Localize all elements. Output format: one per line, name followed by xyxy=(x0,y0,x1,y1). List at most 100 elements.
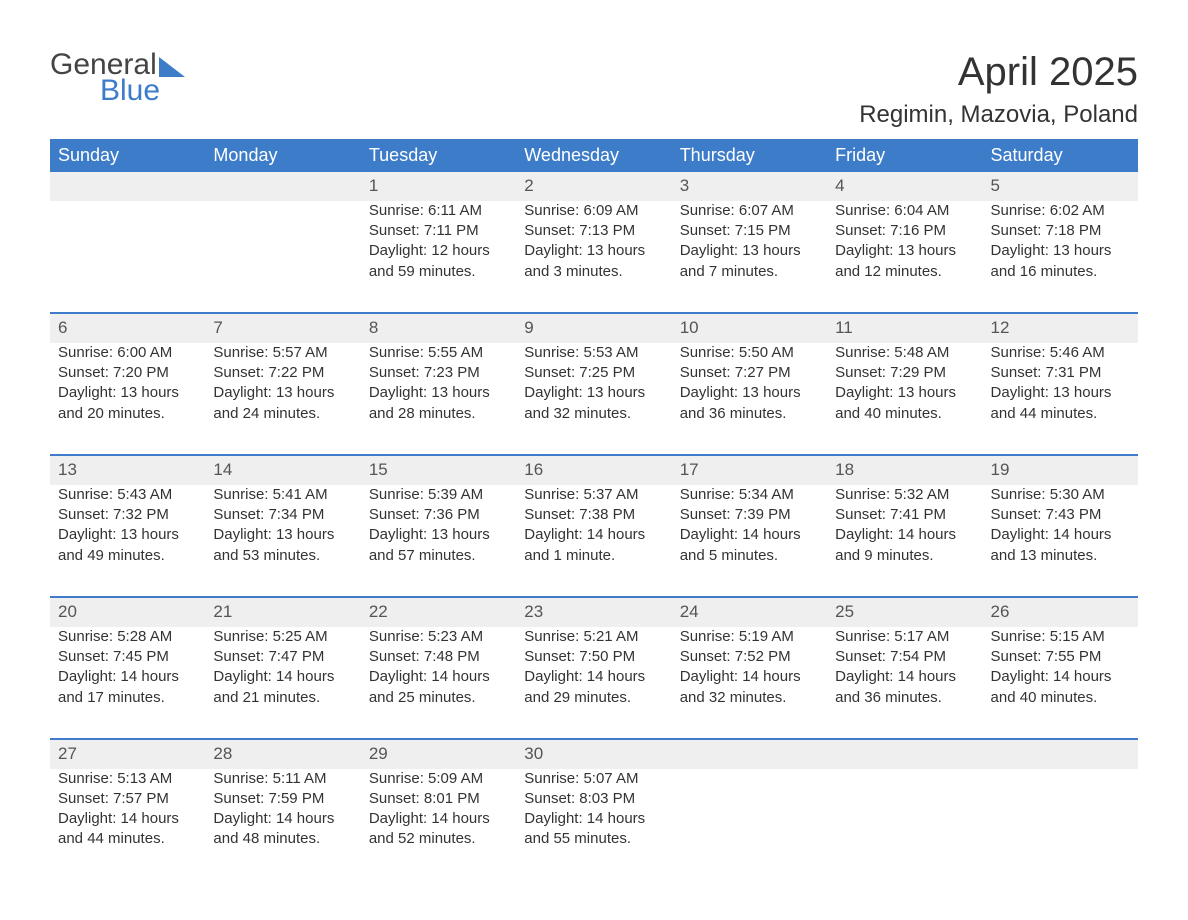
sunset-text: Sunset: 7:52 PM xyxy=(680,647,819,667)
month-title: April 2025 xyxy=(859,50,1138,95)
daylight-text: Daylight: 14 hours xyxy=(58,667,197,687)
day-number: 17 xyxy=(672,455,827,485)
daylight-text: Daylight: 13 hours xyxy=(58,525,197,545)
day-cell: Sunrise: 5:55 AMSunset: 7:23 PMDaylight:… xyxy=(361,343,516,455)
day-number: 29 xyxy=(361,739,516,769)
sunset-text: Sunset: 7:13 PM xyxy=(524,221,663,241)
daylight-text: Daylight: 14 hours xyxy=(680,667,819,687)
sunrise-text: Sunrise: 5:53 AM xyxy=(524,343,663,363)
day-cell xyxy=(827,769,982,880)
sunrise-text: Sunrise: 5:41 AM xyxy=(213,485,352,505)
sunrise-text: Sunrise: 5:11 AM xyxy=(213,769,352,789)
day-cell: Sunrise: 5:17 AMSunset: 7:54 PMDaylight:… xyxy=(827,627,982,739)
daylight-text: Daylight: 13 hours xyxy=(991,383,1130,403)
day-cell: Sunrise: 5:21 AMSunset: 7:50 PMDaylight:… xyxy=(516,627,671,739)
daylight-text: Daylight: 13 hours xyxy=(680,383,819,403)
sunrise-text: Sunrise: 6:00 AM xyxy=(58,343,197,363)
sunrise-text: Sunrise: 5:34 AM xyxy=(680,485,819,505)
day-header: Sunday xyxy=(50,139,205,172)
day-number: 19 xyxy=(983,455,1138,485)
logo-blue-text: Blue xyxy=(100,76,160,106)
day-number: 18 xyxy=(827,455,982,485)
day-cell: Sunrise: 5:09 AMSunset: 8:01 PMDaylight:… xyxy=(361,769,516,880)
daylight-text: Daylight: 14 hours xyxy=(680,525,819,545)
day-cell: Sunrise: 5:50 AMSunset: 7:27 PMDaylight:… xyxy=(672,343,827,455)
daylight-text: Daylight: 13 hours xyxy=(835,241,974,261)
daylight-text: Daylight: 14 hours xyxy=(991,525,1130,545)
day-number-row: 13141516171819 xyxy=(50,455,1138,485)
sunset-text: Sunset: 7:32 PM xyxy=(58,505,197,525)
sunrise-text: Sunrise: 6:09 AM xyxy=(524,201,663,221)
daylight-text: and 55 minutes. xyxy=(524,829,663,849)
sunrise-text: Sunrise: 5:57 AM xyxy=(213,343,352,363)
day-number-row: 27282930 xyxy=(50,739,1138,769)
day-number: 6 xyxy=(50,313,205,343)
sunrise-text: Sunrise: 5:32 AM xyxy=(835,485,974,505)
day-cell: Sunrise: 5:48 AMSunset: 7:29 PMDaylight:… xyxy=(827,343,982,455)
sunrise-text: Sunrise: 5:30 AM xyxy=(991,485,1130,505)
day-number xyxy=(672,739,827,769)
daylight-text: and 36 minutes. xyxy=(680,404,819,424)
location-text: Regimin, Mazovia, Poland xyxy=(859,101,1138,129)
sunrise-text: Sunrise: 5:09 AM xyxy=(369,769,508,789)
day-cell xyxy=(50,201,205,313)
sunset-text: Sunset: 7:22 PM xyxy=(213,363,352,383)
sunrise-text: Sunrise: 5:19 AM xyxy=(680,627,819,647)
daylight-text: Daylight: 13 hours xyxy=(680,241,819,261)
daylight-text: Daylight: 13 hours xyxy=(524,383,663,403)
daylight-text: and 9 minutes. xyxy=(835,546,974,566)
day-cell: Sunrise: 5:15 AMSunset: 7:55 PMDaylight:… xyxy=(983,627,1138,739)
daylight-text: and 48 minutes. xyxy=(213,829,352,849)
day-cell: Sunrise: 5:53 AMSunset: 7:25 PMDaylight:… xyxy=(516,343,671,455)
daylight-text: and 36 minutes. xyxy=(835,688,974,708)
day-detail-row: Sunrise: 5:13 AMSunset: 7:57 PMDaylight:… xyxy=(50,769,1138,880)
sunset-text: Sunset: 8:03 PM xyxy=(524,789,663,809)
day-cell: Sunrise: 5:39 AMSunset: 7:36 PMDaylight:… xyxy=(361,485,516,597)
day-header: Thursday xyxy=(672,139,827,172)
day-cell: Sunrise: 5:11 AMSunset: 7:59 PMDaylight:… xyxy=(205,769,360,880)
sunset-text: Sunset: 7:48 PM xyxy=(369,647,508,667)
sunset-text: Sunset: 7:59 PM xyxy=(213,789,352,809)
day-number xyxy=(50,172,205,201)
day-number: 16 xyxy=(516,455,671,485)
daylight-text: Daylight: 14 hours xyxy=(213,667,352,687)
day-cell: Sunrise: 6:07 AMSunset: 7:15 PMDaylight:… xyxy=(672,201,827,313)
sunset-text: Sunset: 7:25 PM xyxy=(524,363,663,383)
daylight-text: and 7 minutes. xyxy=(680,262,819,282)
sunset-text: Sunset: 7:55 PM xyxy=(991,647,1130,667)
daylight-text: and 5 minutes. xyxy=(680,546,819,566)
daylight-text: Daylight: 13 hours xyxy=(58,383,197,403)
sunset-text: Sunset: 7:54 PM xyxy=(835,647,974,667)
daylight-text: Daylight: 14 hours xyxy=(835,525,974,545)
day-cell: Sunrise: 6:09 AMSunset: 7:13 PMDaylight:… xyxy=(516,201,671,313)
logo: General Blue xyxy=(50,50,185,106)
sunrise-text: Sunrise: 5:25 AM xyxy=(213,627,352,647)
sunrise-text: Sunrise: 5:39 AM xyxy=(369,485,508,505)
daylight-text: Daylight: 14 hours xyxy=(835,667,974,687)
daylight-text: and 20 minutes. xyxy=(58,404,197,424)
calendar-table: Sunday Monday Tuesday Wednesday Thursday… xyxy=(50,139,1138,880)
day-cell: Sunrise: 5:57 AMSunset: 7:22 PMDaylight:… xyxy=(205,343,360,455)
daylight-text: Daylight: 12 hours xyxy=(369,241,508,261)
day-number: 13 xyxy=(50,455,205,485)
day-number: 26 xyxy=(983,597,1138,627)
daylight-text: and 40 minutes. xyxy=(835,404,974,424)
day-header: Monday xyxy=(205,139,360,172)
day-cell: Sunrise: 5:28 AMSunset: 7:45 PMDaylight:… xyxy=(50,627,205,739)
day-number: 11 xyxy=(827,313,982,343)
sunrise-text: Sunrise: 6:11 AM xyxy=(369,201,508,221)
daylight-text: Daylight: 14 hours xyxy=(369,809,508,829)
sunset-text: Sunset: 7:31 PM xyxy=(991,363,1130,383)
sunrise-text: Sunrise: 6:07 AM xyxy=(680,201,819,221)
daylight-text: Daylight: 14 hours xyxy=(213,809,352,829)
day-cell: Sunrise: 5:34 AMSunset: 7:39 PMDaylight:… xyxy=(672,485,827,597)
daylight-text: and 32 minutes. xyxy=(524,404,663,424)
day-number: 28 xyxy=(205,739,360,769)
sunrise-text: Sunrise: 6:04 AM xyxy=(835,201,974,221)
day-detail-row: Sunrise: 5:28 AMSunset: 7:45 PMDaylight:… xyxy=(50,627,1138,739)
daylight-text: and 16 minutes. xyxy=(991,262,1130,282)
day-header: Tuesday xyxy=(361,139,516,172)
daylight-text: and 57 minutes. xyxy=(369,546,508,566)
daylight-text: Daylight: 13 hours xyxy=(369,383,508,403)
day-number: 14 xyxy=(205,455,360,485)
